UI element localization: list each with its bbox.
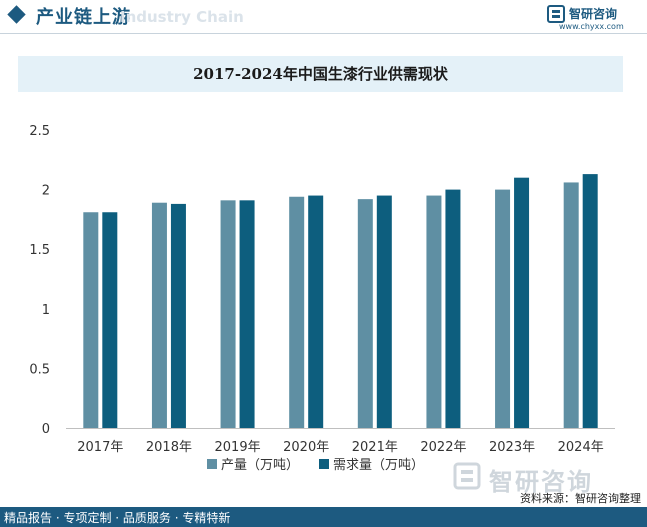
watermark: 智研咨询 [453, 462, 639, 496]
bar-production-3 [289, 196, 305, 428]
x-tick-label: 2019年 [215, 440, 261, 455]
x-tick-label: 2020年 [283, 440, 329, 455]
chart-title: 2017-2024年中国生漆行业供需现状 [193, 65, 448, 83]
legend-swatch-0 [207, 459, 217, 469]
header-title: 产业链上游 [36, 7, 131, 28]
legend-label-1: 需求量（万吨） [333, 458, 424, 473]
x-tick-label: 2017年 [77, 440, 123, 455]
bar-demand-5 [445, 189, 461, 428]
brand: 智研咨询 www.chyxx.com [547, 5, 637, 31]
watermark-logo-icon [453, 462, 481, 490]
x-tick-label: 2024年 [558, 440, 604, 455]
y-tick-label: 2.5 [29, 124, 50, 139]
source-note: 资料来源：智研咨询整理 [520, 492, 641, 505]
bar-demand-6 [514, 177, 530, 428]
x-tick-label: 2018年 [146, 440, 192, 455]
brand-url: www.chyxx.com [559, 22, 624, 31]
y-tick-label: 0.5 [29, 362, 50, 377]
y-tick-label: 2 [42, 184, 50, 199]
y-tick-label: 1 [42, 303, 50, 318]
header-ghost-text: Industry Chain [120, 8, 244, 26]
header-divider [0, 33, 647, 34]
bar-demand-0 [102, 212, 118, 428]
bar-demand-3 [308, 195, 324, 428]
brand-name: 智研咨询 [569, 7, 618, 21]
bar-production-6 [495, 189, 511, 428]
bar-production-2 [220, 200, 236, 428]
x-tick-label: 2023年 [489, 440, 535, 455]
bar-production-7 [563, 182, 579, 428]
y-tick-label: 1.5 [29, 243, 50, 258]
bar-production-4 [357, 199, 373, 428]
footer-text: 精品报告 · 专项定制 · 品质服务 · 专精特新 [4, 511, 231, 525]
bar-demand-7 [582, 174, 598, 428]
legend-swatch-1 [319, 459, 329, 469]
x-tick-label: 2021年 [352, 440, 398, 455]
bar-demand-4 [376, 195, 392, 428]
brand-logo-icon [547, 5, 565, 23]
bar-production-0 [83, 212, 99, 428]
y-tick-label: 0 [42, 422, 50, 437]
watermark-name: 智研咨询 [489, 468, 593, 496]
bar-demand-2 [239, 200, 255, 428]
footer-bar: 精品报告 · 专项定制 · 品质服务 · 专精特新 [0, 507, 647, 527]
bar-demand-1 [170, 203, 186, 428]
header: 产业链上游 Industry Chain 智研咨询 www.chyxx.com [0, 0, 647, 34]
bar-production-5 [426, 195, 442, 428]
chart-title-box: 2017-2024年中国生漆行业供需现状 [18, 56, 623, 92]
legend-label-0: 产量（万吨） [221, 458, 299, 473]
x-tick-label: 2022年 [420, 440, 466, 455]
bar-production-1 [151, 202, 167, 428]
